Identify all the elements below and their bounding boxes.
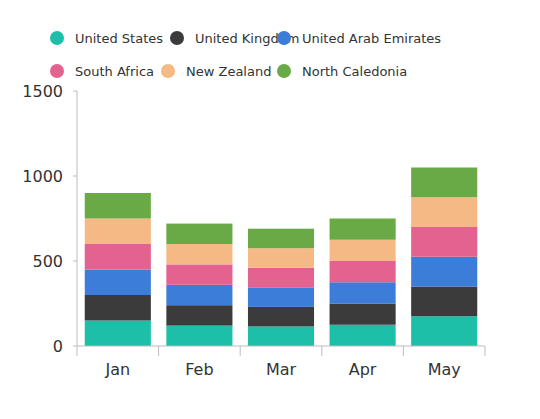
bar-segment bbox=[248, 287, 314, 307]
legend-marker bbox=[161, 64, 175, 78]
legend-label: United Kingdom bbox=[195, 31, 299, 46]
bar-segment bbox=[166, 285, 232, 305]
legend-label: South Africa bbox=[75, 64, 154, 79]
bar-segment bbox=[85, 219, 151, 245]
bar-segment bbox=[330, 240, 396, 261]
bar-segment bbox=[330, 219, 396, 240]
bar-segment bbox=[330, 261, 396, 282]
y-tick bbox=[73, 91, 77, 92]
x-tick-label: Jan bbox=[104, 360, 130, 379]
bar-segment bbox=[330, 304, 396, 325]
bars bbox=[85, 168, 477, 347]
bar-segment bbox=[166, 264, 232, 284]
bar-segment bbox=[248, 268, 314, 288]
y-tick bbox=[73, 176, 77, 177]
legend-marker bbox=[170, 31, 184, 45]
x-tick bbox=[158, 346, 159, 356]
bar-segment bbox=[166, 244, 232, 264]
bar-segment bbox=[166, 224, 232, 244]
bar-segment bbox=[85, 244, 151, 270]
chart: United States United KingdomUnited Arab E… bbox=[0, 0, 540, 419]
x-tick-label: Mar bbox=[266, 360, 297, 379]
bar-segment bbox=[85, 295, 151, 321]
x-tick bbox=[403, 346, 404, 356]
legend-marker bbox=[277, 64, 291, 78]
x-tick bbox=[77, 346, 78, 356]
legend-label: New Zealand bbox=[186, 64, 271, 79]
legend-marker bbox=[50, 64, 64, 78]
legend-label: United States bbox=[75, 31, 163, 46]
legend-marker bbox=[277, 31, 291, 45]
bar-segment bbox=[248, 326, 314, 346]
y-axis: 0 500 1000 1500 bbox=[22, 82, 77, 356]
x-tick-label: Feb bbox=[185, 360, 213, 379]
bar-segment bbox=[85, 193, 151, 219]
bar-segment bbox=[85, 321, 151, 347]
x-tick bbox=[485, 346, 486, 356]
legend-label: North Caledonia bbox=[302, 64, 407, 79]
bar-segment bbox=[411, 257, 477, 287]
y-tick bbox=[73, 346, 77, 347]
y-tick bbox=[73, 261, 77, 262]
y-tick-label: 0 bbox=[53, 337, 63, 356]
y-tick-label: 500 bbox=[32, 252, 63, 271]
legend-label: United Arab Emirates bbox=[302, 31, 441, 46]
x-tick bbox=[240, 346, 241, 356]
bar-segment bbox=[166, 305, 232, 325]
legend-marker bbox=[50, 31, 64, 45]
legend: United States United KingdomUnited Arab E… bbox=[50, 31, 441, 79]
bar-segment bbox=[411, 197, 477, 227]
x-tick-label: Apr bbox=[349, 360, 377, 379]
x-axis: Jan Feb Mar Apr May bbox=[77, 346, 485, 379]
bar-segment bbox=[166, 326, 232, 346]
bar-segment bbox=[330, 282, 396, 303]
x-tick-label: May bbox=[428, 360, 461, 379]
y-axis-line bbox=[77, 91, 78, 346]
x-tick bbox=[321, 346, 322, 356]
bar-segment bbox=[411, 227, 477, 257]
y-tick-label: 1000 bbox=[22, 167, 63, 186]
bar-segment bbox=[411, 168, 477, 198]
bar-segment bbox=[85, 270, 151, 296]
bar-segment bbox=[411, 287, 477, 317]
bar-segment bbox=[330, 325, 396, 346]
bar-segment bbox=[248, 307, 314, 327]
bar-segment bbox=[248, 248, 314, 268]
bar-segment bbox=[248, 229, 314, 249]
x-axis-line bbox=[77, 346, 485, 347]
y-tick-label: 1500 bbox=[22, 82, 63, 101]
bar-segment bbox=[411, 316, 477, 346]
